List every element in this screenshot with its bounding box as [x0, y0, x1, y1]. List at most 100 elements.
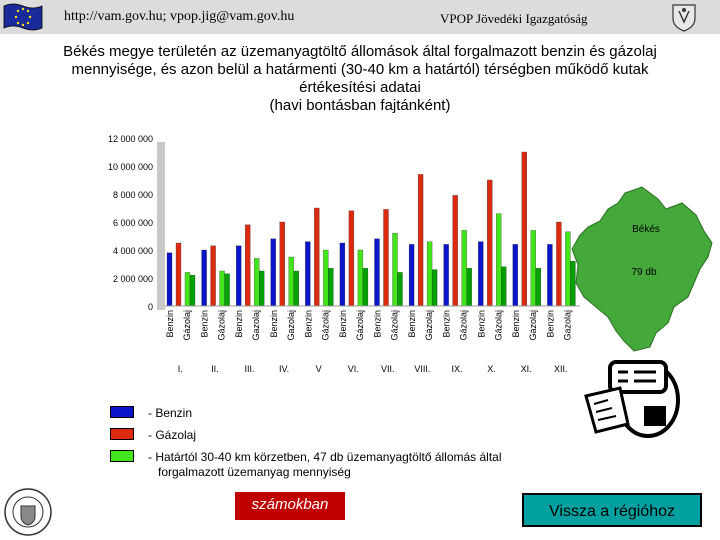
x-category-label: XII. — [554, 364, 568, 374]
bar-gazolaj — [383, 209, 389, 307]
bar-border-gazolaj — [189, 275, 196, 307]
bekes-county-map: Békés 79 db — [571, 186, 713, 352]
bar-label: Gázolaj — [390, 310, 400, 341]
bar-gazolaj — [348, 210, 355, 307]
bar-benzin — [339, 242, 346, 307]
county-shape — [571, 186, 713, 352]
bar-benzin — [201, 249, 207, 307]
x-category-label: V — [316, 364, 322, 374]
bar-border-benzin — [323, 249, 329, 307]
bar-label: Gázolaj — [528, 310, 538, 341]
x-category-label: IX. — [451, 364, 462, 374]
bar-gazolaj — [314, 207, 320, 307]
legend-label-continued: forgalmazott üzemanyag mennyiség — [158, 465, 351, 479]
bar-border-gazolaj — [535, 268, 541, 307]
title-line: mennyisége, és azon belül a határmenti (… — [71, 61, 649, 78]
bar-border-gazolaj — [431, 269, 438, 307]
x-category-label: IV. — [279, 364, 289, 374]
bar-border-gazolaj — [224, 273, 230, 307]
bar-gazolaj — [487, 179, 493, 307]
bar-label: Benzin — [476, 310, 486, 338]
y-tick-label: 4 000 000 — [113, 246, 153, 256]
bar-border-gazolaj — [362, 268, 369, 307]
bar-border-benzin — [426, 241, 433, 307]
bar-gazolaj — [175, 242, 182, 307]
bar-label: Gazolaj — [251, 310, 261, 341]
bar-gazolaj — [279, 221, 285, 307]
bar-benzin — [374, 238, 380, 307]
bar-label: Benzin — [269, 310, 279, 338]
bar-gazolaj — [245, 224, 251, 307]
bar-label: Gazolaj — [562, 310, 572, 341]
x-category-label: VIII. — [414, 364, 430, 374]
bar-label: Gázolaj — [424, 310, 434, 341]
bar-label: Gázolaj — [459, 310, 469, 341]
bar-label: Gázolaj — [217, 310, 227, 341]
bar-benzin — [236, 245, 242, 307]
bar-border-gazolaj — [259, 270, 265, 307]
legend-label: - Benzin — [148, 406, 193, 420]
bar-label: Benzin — [303, 310, 313, 338]
bar-label: Benzin — [442, 310, 452, 338]
legend-label: - Határtól 30-40 km körzetben, 47 db üze… — [148, 450, 502, 464]
title-line: (havi bontásban fajtánként) — [269, 97, 451, 114]
bar-gazolaj — [452, 195, 458, 307]
bar-gazolaj — [521, 151, 527, 307]
bar-benzin — [270, 238, 276, 307]
bar-border-benzin — [530, 230, 536, 307]
bar-gazolaj — [417, 174, 424, 307]
bar-border-benzin — [184, 272, 191, 307]
bar-border-benzin — [461, 230, 467, 307]
bar-label: Benzin — [511, 310, 521, 338]
y-tick-label: 10 000 000 — [108, 162, 153, 172]
numbers-button[interactable]: számokban — [235, 492, 345, 520]
bar-benzin — [547, 244, 553, 307]
plot-area — [165, 138, 580, 306]
axis-wall — [157, 142, 165, 310]
bar-border-benzin — [254, 258, 260, 307]
bar-border-benzin — [288, 256, 294, 307]
bar-benzin — [443, 244, 449, 307]
map-county-label: Békés — [632, 224, 660, 235]
title-line: Békés megye területén az üzemanyagtöltő … — [63, 43, 657, 60]
bar-chart: 0 2 000 000 4 000 000 6 000 000 8 000 000 10 … — [108, 134, 580, 374]
back-to-region-button[interactable]: Vissza a régióhoz — [522, 493, 702, 527]
bar-border-benzin — [496, 213, 502, 307]
bar-label: Gázolaj — [355, 310, 365, 341]
bar-label: Benzin — [234, 310, 244, 338]
y-tick-label: 0 — [148, 302, 153, 312]
bar-label: Benzin — [200, 310, 210, 338]
bar-benzin — [408, 244, 415, 307]
x-category-label: VI. — [348, 364, 359, 374]
bar-border-gazolaj — [501, 266, 507, 307]
x-category-label: X. — [487, 364, 496, 374]
x-category-label: XI. — [521, 364, 532, 374]
eu-flag-icon — [3, 3, 43, 31]
customs-seal-icon — [2, 486, 54, 538]
y-tick-label: 2 000 000 — [113, 274, 153, 284]
bar-label: Gázolaj — [182, 310, 192, 341]
bar-border-benzin — [392, 233, 398, 307]
bar-border-gazolaj — [397, 272, 403, 307]
legend-swatch — [110, 428, 134, 440]
legend-swatch — [110, 450, 134, 462]
bar-label: Gazolaj — [286, 310, 296, 341]
y-tick-label: 12 000 000 — [108, 134, 153, 144]
bar-border-benzin — [219, 270, 225, 307]
contact-info[interactable]: http://vam.gov.hu; vpop.jig@vam.gov.hu — [64, 9, 295, 24]
bar-label: Benzin — [373, 310, 383, 338]
bar-gazolaj — [556, 221, 562, 307]
bar-label: Benzin — [407, 310, 417, 338]
bar-label: Gázolaj — [320, 310, 330, 341]
bar-label: Benzin — [165, 310, 175, 338]
bar-benzin — [166, 252, 173, 307]
title-line: értékesítési adatai — [299, 79, 421, 96]
bar-border-gazolaj — [293, 270, 299, 307]
bar-benzin — [512, 244, 518, 307]
x-category-label: VII. — [381, 364, 395, 374]
bar-benzin — [478, 241, 484, 307]
y-tick-label: 8 000 000 — [113, 190, 153, 200]
page-title: Békés megye területén az üzemanyagtöltő … — [10, 43, 710, 115]
x-category-label: III. — [244, 364, 254, 374]
bar-border-gazolaj — [466, 268, 472, 307]
